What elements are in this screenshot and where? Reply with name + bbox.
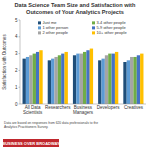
tick-label: 5: [15, 18, 18, 23]
bar: [133, 57, 136, 104]
bar: [76, 54, 79, 104]
bar: [137, 55, 140, 104]
legend-swatch: [92, 26, 95, 29]
bar: [101, 59, 104, 104]
source-logo: BUSINESS OVER BROADWAY: [2, 141, 60, 146]
bar: [26, 57, 29, 104]
title: Data Science Team Size and Satisfaction …: [15, 2, 136, 15]
bar: [112, 54, 115, 104]
tick-label: 2: [15, 68, 18, 73]
text-line: Developers: [97, 105, 121, 110]
category-label: BusinessManagers: [73, 105, 94, 115]
bar: [29, 55, 32, 104]
bars: [23, 49, 144, 104]
legend-swatch: [38, 21, 41, 24]
tick-label: 0: [15, 102, 18, 107]
bar: [33, 54, 36, 104]
text-line: Data Science Team Size and Satisfaction …: [15, 2, 136, 8]
bar: [127, 60, 130, 104]
bar: [130, 57, 133, 104]
legend-label: 2 other people: [43, 30, 69, 35]
bar: [90, 49, 93, 104]
bar: [105, 55, 108, 104]
bar: [58, 55, 61, 104]
y-axis: [20, 20, 21, 104]
bar: [83, 52, 86, 104]
bar: [51, 59, 54, 104]
bar: [140, 54, 143, 104]
bar: [73, 55, 76, 104]
bar: [123, 62, 126, 104]
bar: [80, 54, 83, 104]
bar: [86, 50, 89, 104]
tick-label: 3: [15, 51, 18, 56]
bar: [23, 59, 26, 104]
text-line: Analytics Practitioners Survey.: [4, 125, 48, 129]
bar: [36, 52, 39, 104]
category-label: All DataScientists: [23, 105, 43, 115]
category-label: Researchers: [45, 105, 71, 110]
bar: [108, 54, 111, 104]
legend-swatch: [92, 21, 95, 24]
bar: [115, 52, 118, 104]
bar: [98, 60, 101, 104]
text-line: Researchers: [45, 105, 71, 110]
legend-swatch: [38, 31, 41, 34]
text-line: Outcomes of Your Analytics Projects: [26, 9, 124, 15]
legend-swatch: [38, 26, 41, 29]
y-axis-label: Satisfaction with Outcomes: [2, 34, 7, 90]
bar: [65, 52, 68, 104]
bar: [61, 54, 64, 104]
bar: [39, 50, 42, 104]
bar: [54, 57, 57, 104]
text-line: Scientists: [23, 110, 43, 115]
note: Data are based on responses from 620 dat…: [4, 121, 98, 129]
legend-label: 10+ other people: [97, 30, 128, 35]
category-label: Developers: [97, 105, 121, 110]
tick-label: 4: [15, 34, 18, 39]
chart: Data Science Team Size and Satisfaction …: [0, 0, 150, 150]
tick-label: 1: [15, 85, 18, 90]
text-line: Creatives: [124, 105, 144, 110]
category-label: Creatives: [124, 105, 144, 110]
bar: [48, 60, 51, 104]
text-line: Managers: [73, 110, 94, 115]
legend-swatch: [92, 31, 95, 34]
